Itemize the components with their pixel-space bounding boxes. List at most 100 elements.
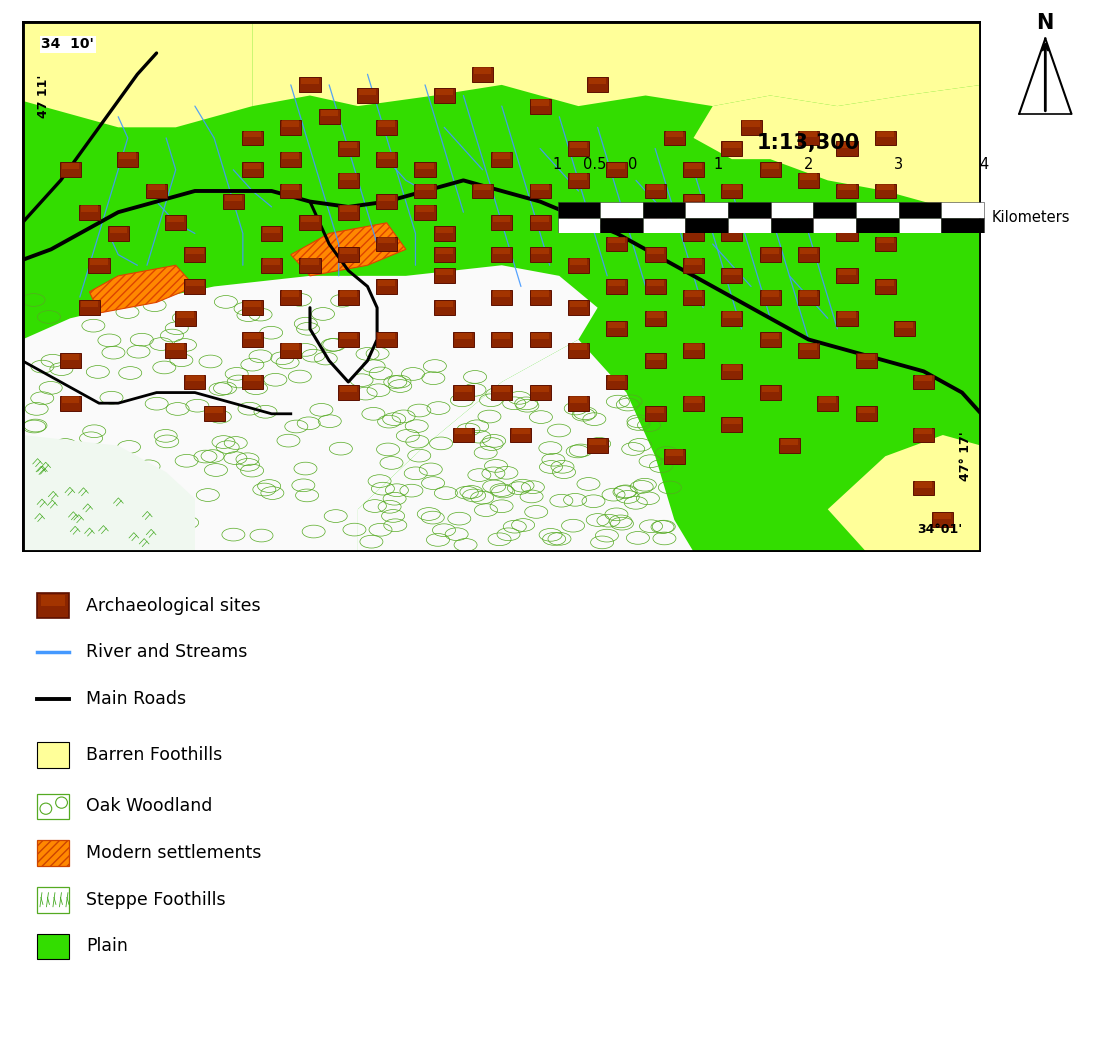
Bar xyxy=(941,218,985,233)
Bar xyxy=(242,131,263,145)
Bar xyxy=(934,514,951,520)
Bar xyxy=(798,215,820,230)
Bar xyxy=(434,88,455,103)
Bar xyxy=(532,185,549,191)
Bar xyxy=(647,248,663,255)
Polygon shape xyxy=(694,85,981,223)
Bar xyxy=(109,227,127,233)
Bar xyxy=(455,333,472,340)
Bar xyxy=(416,206,434,212)
Bar xyxy=(79,205,100,220)
Bar xyxy=(607,237,628,251)
Bar xyxy=(184,247,205,262)
Bar xyxy=(724,185,740,191)
Bar xyxy=(493,291,511,297)
Bar xyxy=(644,215,666,230)
Bar xyxy=(762,386,779,393)
Polygon shape xyxy=(252,21,981,106)
Bar xyxy=(607,205,628,220)
Bar xyxy=(37,934,69,959)
Bar xyxy=(88,258,109,273)
Polygon shape xyxy=(827,435,981,552)
Bar xyxy=(378,153,396,159)
Bar xyxy=(37,794,69,819)
Bar xyxy=(175,311,196,326)
Text: 4: 4 xyxy=(979,157,989,172)
Bar xyxy=(282,291,300,297)
Bar xyxy=(838,312,855,318)
Bar xyxy=(244,376,261,381)
Bar xyxy=(855,406,876,421)
Bar xyxy=(80,206,98,212)
Bar xyxy=(340,386,357,393)
Bar xyxy=(282,153,300,159)
Bar xyxy=(416,163,434,170)
Bar xyxy=(376,152,397,167)
Bar xyxy=(647,185,663,191)
Bar xyxy=(340,291,357,297)
Bar xyxy=(814,218,856,233)
Bar xyxy=(838,185,855,191)
Bar xyxy=(436,227,453,233)
Bar xyxy=(642,218,686,233)
Bar xyxy=(282,344,300,350)
Bar xyxy=(184,279,205,294)
Bar xyxy=(37,840,69,866)
Bar xyxy=(453,332,474,347)
Bar xyxy=(647,216,663,223)
Bar xyxy=(90,259,108,265)
Bar xyxy=(280,152,301,167)
Bar xyxy=(798,343,820,358)
Bar xyxy=(492,385,512,400)
Bar xyxy=(875,131,895,145)
Bar xyxy=(530,184,551,198)
Bar xyxy=(644,353,666,368)
Bar xyxy=(836,268,857,283)
Bar xyxy=(644,406,666,421)
Bar xyxy=(493,386,511,393)
Bar xyxy=(119,153,136,159)
Polygon shape xyxy=(22,435,195,552)
Bar xyxy=(770,218,813,233)
Bar xyxy=(798,290,820,305)
Bar xyxy=(532,216,549,223)
Bar xyxy=(838,227,855,233)
Bar xyxy=(558,202,600,218)
Text: 0: 0 xyxy=(628,157,638,172)
Bar xyxy=(186,376,204,381)
Bar xyxy=(568,343,589,358)
Bar xyxy=(607,279,628,294)
Bar xyxy=(895,323,913,329)
Bar xyxy=(186,248,204,255)
Bar xyxy=(340,174,357,180)
Bar xyxy=(686,218,728,233)
Bar xyxy=(61,397,79,403)
Bar xyxy=(436,269,453,276)
Text: Main Roads: Main Roads xyxy=(86,690,186,708)
Bar xyxy=(683,396,704,411)
Bar xyxy=(724,269,740,276)
Polygon shape xyxy=(22,21,252,127)
Bar xyxy=(644,247,666,262)
Bar xyxy=(261,258,282,273)
Bar xyxy=(204,406,224,421)
Bar xyxy=(530,290,551,305)
Bar xyxy=(301,79,319,85)
Polygon shape xyxy=(89,265,195,313)
Bar xyxy=(280,290,301,305)
Bar xyxy=(376,120,397,135)
Polygon shape xyxy=(22,265,598,552)
Bar xyxy=(762,163,779,170)
Bar xyxy=(261,226,282,241)
Bar xyxy=(244,301,261,308)
Bar xyxy=(647,279,663,285)
Bar xyxy=(242,375,263,389)
Text: N: N xyxy=(1037,13,1054,33)
Bar xyxy=(434,268,455,283)
Bar xyxy=(899,218,941,233)
Bar xyxy=(242,162,263,177)
Text: 47° 17': 47° 17' xyxy=(959,432,971,481)
Bar xyxy=(37,593,69,619)
Bar xyxy=(799,174,817,180)
Bar xyxy=(857,407,875,414)
